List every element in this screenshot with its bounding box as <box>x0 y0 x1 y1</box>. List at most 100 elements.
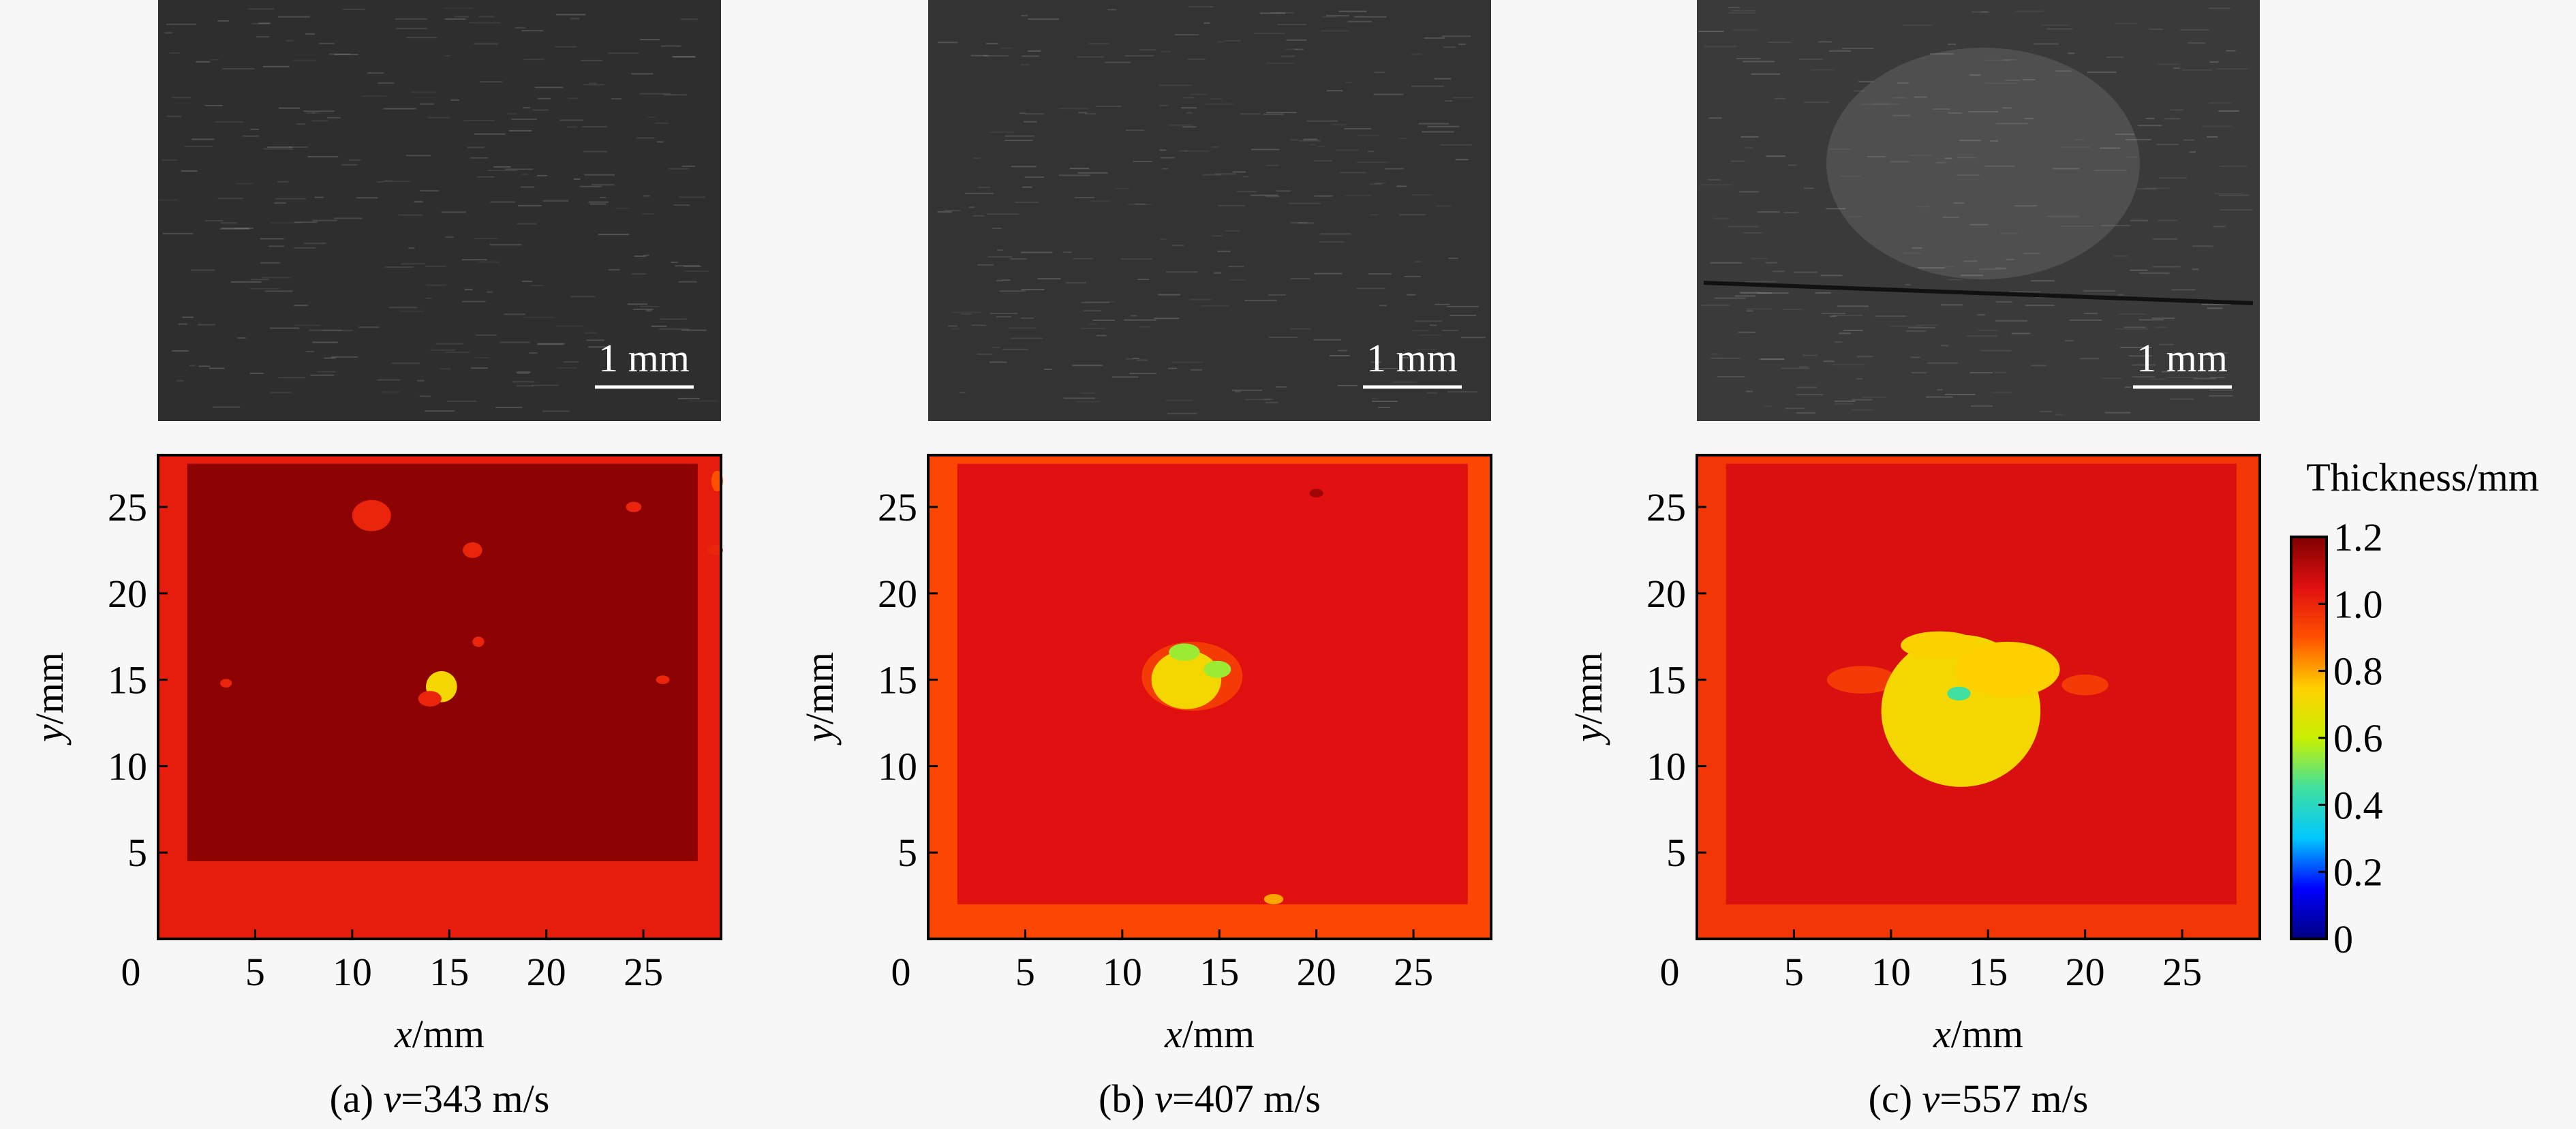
micrograph-speckle <box>1803 354 1818 356</box>
micrograph-speckle <box>570 296 596 298</box>
micrograph-speckle <box>1188 5 1214 7</box>
micrograph-speckle <box>1345 82 1352 84</box>
micrograph-speckle <box>1700 184 1733 186</box>
micrograph-speckle <box>2150 378 2166 380</box>
micrograph-speckle <box>2015 10 2044 12</box>
micrograph-speckle <box>2153 238 2178 240</box>
micrograph-speckle <box>2009 291 2040 293</box>
micrograph-speckle <box>1796 394 1824 396</box>
micrograph-speckle <box>461 300 486 303</box>
micrograph-speckle <box>1021 288 1045 290</box>
micrograph-speckle <box>166 23 196 25</box>
micrograph-speckle <box>1234 390 1241 392</box>
micrograph-speckle <box>990 312 1017 314</box>
micrograph-speckle <box>1336 149 1360 151</box>
micrograph-speckle <box>1159 84 1192 87</box>
micrograph-speckle <box>2119 313 2147 315</box>
micrograph-speckle <box>1356 288 1385 290</box>
micrograph-speckle <box>573 178 581 180</box>
micrograph-speckle <box>425 297 432 299</box>
micrograph-speckle <box>2031 365 2046 367</box>
micrograph-speckle <box>1254 32 1285 34</box>
micrograph-speckle <box>1852 409 1873 411</box>
micrograph-speckle <box>470 157 489 159</box>
colorbar: Thickness/mm 0 0.2 0.4 0.6 0.8 1.0 1.2 <box>2290 455 2539 961</box>
micrograph-speckle <box>1460 337 1486 339</box>
micrograph-speckle <box>1847 215 1862 217</box>
y-tick-label: 20 <box>878 572 917 616</box>
micrograph-speckle <box>250 279 269 281</box>
micrograph-speckle <box>2023 252 2040 254</box>
plot-frame <box>157 454 722 940</box>
micrograph-speckle <box>1313 339 1341 341</box>
micrograph-speckle <box>1290 139 1298 141</box>
x-tick-label: 15 <box>429 950 469 994</box>
thickness-defect <box>418 691 442 707</box>
micrograph-speckle <box>178 323 187 325</box>
micrograph-speckle <box>2053 168 2080 170</box>
micrograph-speckle <box>600 196 607 198</box>
micrograph-speckle <box>681 165 696 167</box>
micrograph-speckle <box>537 97 551 99</box>
micrograph-speckle <box>977 264 994 266</box>
micrograph-speckle <box>973 215 985 217</box>
micrograph-speckle <box>294 324 321 326</box>
micrograph-speckle <box>205 219 224 221</box>
micrograph-speckle <box>996 279 1003 281</box>
micrograph-speckle <box>658 328 690 330</box>
micrograph-speckle <box>960 313 972 315</box>
micrograph-speckle <box>530 285 544 287</box>
micrograph-speckle <box>1124 319 1156 321</box>
micrograph-speckle <box>1266 401 1278 403</box>
micrograph-speckle <box>1736 58 1761 60</box>
micrograph-speckle <box>1741 136 1759 138</box>
y-tick-label: 10 <box>108 744 147 788</box>
micrograph-speckle <box>324 357 336 359</box>
micrograph-speckle <box>213 406 241 408</box>
micrograph-speckle <box>1290 221 1308 223</box>
thickness-heatmap <box>1697 455 2260 939</box>
micrograph-speckle <box>1948 279 1962 281</box>
micrograph-speckle <box>1028 50 1041 52</box>
thickness-defect <box>220 679 232 688</box>
micrograph-speckle <box>319 42 335 44</box>
y-tick-label: 25 <box>878 485 917 529</box>
micrograph-speckle <box>2183 139 2195 141</box>
micrograph-speckle <box>2152 266 2181 268</box>
micrograph-speckle <box>2055 414 2063 416</box>
micrograph-speckle <box>589 82 597 84</box>
micrograph-speckle <box>311 219 337 221</box>
micrograph-speckle <box>408 247 415 249</box>
micrograph-speckle <box>249 288 280 290</box>
micrograph-speckle <box>1075 196 1095 198</box>
micrograph-speckle <box>643 195 650 197</box>
micrograph-speckle <box>1944 157 1952 159</box>
x-tick-label: 20 <box>2066 950 2105 994</box>
micrograph-speckle <box>237 337 246 339</box>
micrograph-speckle <box>396 27 427 29</box>
micrograph-speckle <box>1835 403 1854 405</box>
micrograph-speckle <box>1063 397 1095 399</box>
micrograph-speckle <box>463 119 495 121</box>
micrograph-speckle <box>598 234 629 236</box>
micrograph-speckle <box>1135 203 1146 205</box>
micrograph-speckle <box>1448 258 1458 260</box>
micrograph-speckle <box>677 397 700 399</box>
micrograph-speckle <box>2039 410 2052 412</box>
micrograph-speckle <box>1337 384 1358 386</box>
micrograph-speckle <box>1411 194 1433 196</box>
caption-letter: (c) <box>1869 1077 1912 1121</box>
micrograph-speckle <box>464 288 473 290</box>
micrograph-speckle <box>1843 329 1863 331</box>
micrograph-speckle <box>524 316 554 318</box>
micrograph-speckle <box>262 277 291 279</box>
micrograph-speckle <box>1417 348 1437 350</box>
micrograph-speckle <box>378 82 395 84</box>
micrograph-speckle <box>1710 262 1742 264</box>
plot-frame <box>927 454 1492 940</box>
micrograph-speckle <box>289 146 308 148</box>
micrograph-speckle <box>435 343 463 345</box>
micrograph-texture <box>159 7 719 412</box>
micrograph-speckle <box>1340 172 1366 174</box>
micrograph-speckle <box>1011 337 1043 339</box>
